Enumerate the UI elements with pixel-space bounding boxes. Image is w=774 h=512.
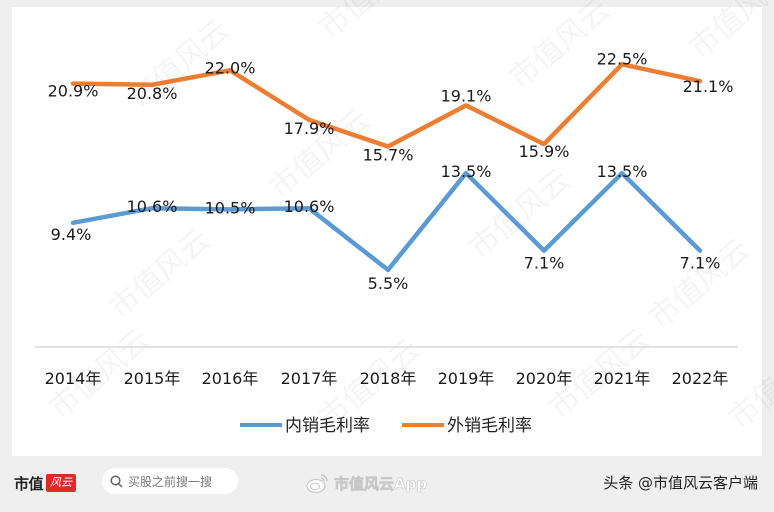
- series-line-export: [70, 62, 703, 149]
- footer-bar: 市值 风云 买股之前搜一搜 市值风云App 头条 @市值风云客户端: [0, 458, 774, 512]
- data-label: 5.5%: [368, 274, 409, 293]
- brand-logo[interactable]: 市值 风云: [14, 470, 77, 496]
- x-tick-label: 2018年: [360, 369, 417, 388]
- toutiao-credit: 头条 @市值风云客户端: [603, 474, 758, 492]
- data-label: 15.9%: [519, 142, 570, 161]
- data-label: 13.5%: [597, 162, 648, 181]
- watermark-text: 市值风云: [683, 0, 774, 66]
- data-label: 20.9%: [48, 82, 99, 101]
- data-label: 17.9%: [284, 119, 335, 138]
- data-label: 13.5%: [441, 162, 492, 181]
- weibo-icon: [306, 474, 328, 494]
- watermark-text: 市值风云: [503, 0, 617, 96]
- x-tick-label: 2022年: [672, 369, 729, 388]
- x-tick-label: 2021年: [594, 369, 651, 388]
- x-tick-label: 2017年: [281, 369, 338, 388]
- series-layer: [70, 62, 703, 273]
- brand-text: 市值: [14, 474, 44, 493]
- data-label: 9.4%: [51, 225, 92, 244]
- x-tick-label: 2020年: [516, 369, 573, 388]
- series-line-domestic: [70, 170, 703, 273]
- data-label: 7.1%: [524, 254, 565, 273]
- data-label: 7.1%: [680, 254, 721, 273]
- x-tick-label: 2016年: [202, 369, 259, 388]
- data-label: 10.6%: [284, 197, 335, 216]
- watermark-text: 市值风云: [723, 332, 774, 436]
- data-label: 20.8%: [127, 84, 178, 103]
- data-label: 21.1%: [683, 77, 734, 96]
- watermark-text: 市值风云: [103, 222, 217, 326]
- weibo-watermark: 市值风云App: [306, 472, 427, 494]
- data-labels: 9.4% 10.6% 10.5% 10.6% 5.5% 13.5% 7.1% 13.5% 7.1…: [48, 49, 734, 293]
- data-label: 15.7%: [363, 146, 414, 165]
- data-label: 19.1%: [441, 86, 492, 105]
- data-label: 22.5%: [597, 49, 648, 68]
- x-tick-label: 2014年: [45, 369, 102, 388]
- legend: 内销毛利率 外销毛利率: [240, 416, 532, 436]
- data-label: 10.6%: [127, 197, 178, 216]
- brand-badge: 风云: [46, 474, 77, 492]
- data-label: 22.0%: [205, 58, 256, 77]
- weibo-text: 市值风云App: [334, 474, 428, 493]
- search-placeholder: 买股之前搜一搜: [128, 474, 213, 489]
- legend-label-export: 外销毛利率: [447, 416, 532, 436]
- search-box[interactable]: 买股之前搜一搜: [102, 468, 238, 494]
- watermark-text: 市值风云: [313, 0, 427, 46]
- x-axis-ticks: 2014年 2015年 2016年 2017年 2018年 2019年 2020年 2021年…: [45, 369, 729, 388]
- data-label: 10.5%: [205, 198, 256, 217]
- x-tick-label: 2019年: [438, 369, 495, 388]
- x-tick-label: 2015年: [124, 369, 181, 388]
- chart-card: [12, 7, 762, 456]
- search-icon: [110, 474, 123, 488]
- legend-label-domestic: 内销毛利率: [285, 416, 370, 436]
- watermark-text: 市值风云: [263, 102, 377, 206]
